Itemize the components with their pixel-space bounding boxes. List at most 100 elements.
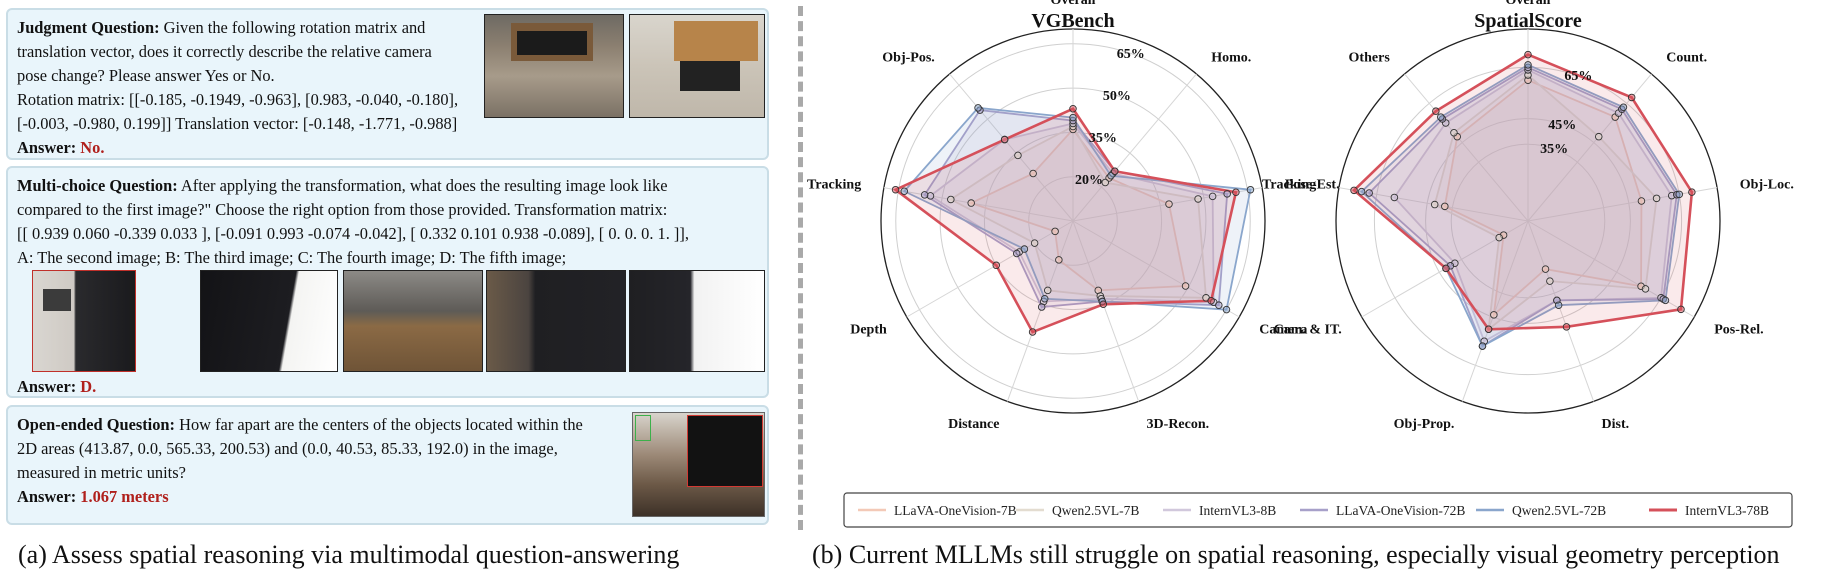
spoke (1461, 220, 1529, 402)
series-llava-onevision-7b (968, 128, 1187, 292)
point-llava-onevision-7b (1441, 202, 1449, 211)
point-llava-onevision-72b (1365, 189, 1373, 197)
judgment-question-text: Judgment Question: Given the following r… (17, 18, 459, 157)
series-qwen2-5vl-7b (1433, 73, 1658, 332)
point-llava-onevision-72b (920, 191, 929, 199)
point-llava-onevision-72b (1524, 63, 1532, 72)
point-llava-onevision-72b (1223, 190, 1231, 198)
axis-label-3d-recon: 3D-Recon. (1147, 417, 1210, 432)
point-qwen2-5vl-72b (1069, 113, 1077, 122)
point-internvl3-8b (1209, 298, 1218, 306)
point-internvl3-8b (1015, 248, 1024, 256)
chart-title: SpatialScore (1474, 10, 1582, 32)
point-internvl3-8b (1208, 192, 1217, 201)
point-internvl3-78b (1442, 264, 1450, 273)
judgment-question-panel: Judgment Question: Given the following r… (6, 8, 769, 160)
openended-label: Open-ended Question: (17, 415, 176, 434)
axis-label-obj-pos: Obj-Pos. (882, 50, 935, 65)
axis-label-cam-it: Cam. & IT. (1274, 323, 1342, 338)
point-llava-onevision-7b (1029, 169, 1037, 178)
grid-ring (1028, 176, 1118, 266)
point-qwen2-5vl-7b (1484, 325, 1493, 334)
point-qwen2-5vl-72b (1222, 305, 1231, 314)
spoke (1006, 220, 1074, 402)
point-internvl3-8b (1000, 135, 1009, 144)
option-image-b (343, 270, 483, 372)
point-llava-onevision-7b (1499, 231, 1508, 239)
point-qwen2-5vl-7b (1495, 233, 1503, 242)
point-llava-onevision-7b (1637, 282, 1645, 291)
openended-question-panel: Open-ended Question: How far apart are t… (6, 405, 769, 525)
radial-tick-label: 45% (1548, 118, 1576, 133)
point-internvl3-78b (1000, 135, 1009, 144)
grid-ring (939, 87, 1207, 355)
axis-label-tracking: Tracking (807, 178, 861, 193)
legend: LLaVA-OneVision-7B Qwen2.5VL-7B InternVL3-… (843, 492, 1793, 528)
panel-divider (798, 6, 803, 530)
spoke (906, 220, 1074, 318)
spatialscore-radar: 35% 45% 65% Overall Count. Obj-Loc. Pos-Rel. Di… (1262, 0, 1794, 432)
option-image-a (200, 270, 338, 372)
point-llava-onevision-7b (1524, 76, 1532, 84)
point-internvl3-78b (1562, 323, 1571, 331)
point-internvl3-8b (1614, 109, 1623, 117)
point-internvl3-78b (1627, 93, 1636, 102)
judgment-answer: No. (80, 138, 105, 157)
grid-ring (1450, 143, 1606, 299)
point-qwen2-5vl-72b (1661, 296, 1670, 305)
point-internvl3-78b (1069, 105, 1077, 113)
grid-ring (983, 131, 1163, 311)
radial-tick-label: 50% (1103, 89, 1131, 104)
point-internvl3-78b (1484, 325, 1493, 334)
point-llava-onevision-7b (1094, 286, 1103, 295)
point-internvl3-8b (1451, 259, 1459, 267)
axis-label-count: Count. (1666, 50, 1707, 65)
point-internvl3-8b (1524, 66, 1532, 74)
axis-label-pose-est: Pose-Est. (1285, 178, 1340, 193)
point-qwen2-5vl-72b (1478, 342, 1487, 350)
point-llava-onevision-7b (1165, 200, 1173, 208)
point-internvl3-78b (1688, 188, 1696, 196)
point-internvl3-78b (1677, 305, 1685, 314)
axis-label-obj-prop: Obj-Prop. (1394, 417, 1455, 432)
point-internvl3-78b (1350, 186, 1358, 195)
radial-tick-label: 35% (1089, 131, 1117, 146)
spoke (1072, 187, 1263, 222)
point-llava-onevision-72b (1037, 303, 1046, 311)
point-internvl3-8b (1109, 169, 1117, 178)
point-qwen2-5vl-7b (1202, 294, 1210, 302)
point-llava-onevision-72b (1672, 191, 1681, 199)
point-llava-onevision-7b (967, 199, 975, 207)
point-internvl3-8b (1039, 297, 1048, 306)
vgbench-radar: 20% 35% 50% 65% Overall Homo. Pose-Est. Camera 3… (807, 0, 1340, 432)
room-image-2 (629, 14, 765, 118)
point-llava-onevision-7b (1181, 282, 1190, 290)
point-llava-onevision-7b (1490, 311, 1498, 319)
spoke (883, 187, 1074, 222)
point-internvl3-8b (1480, 337, 1488, 346)
outer-ring (880, 28, 1266, 414)
point-llava-onevision-72b (1618, 105, 1626, 113)
point-internvl3-8b (1069, 119, 1077, 128)
radial-tick-label: 65% (1564, 69, 1592, 84)
radial-tick-label: 20% (1075, 173, 1103, 188)
series-internvl3-8b (928, 122, 1215, 304)
fireplace-image (632, 412, 765, 517)
point-qwen2-5vl-7b (1546, 277, 1554, 285)
point-llava-onevision-7b (1453, 132, 1461, 141)
spoke (1527, 187, 1718, 222)
point-llava-onevision-7b (1611, 113, 1619, 121)
point-qwen2-5vl-7b (1043, 286, 1052, 295)
point-qwen2-5vl-7b (947, 195, 955, 204)
axis-label-homo: Homo. (1211, 50, 1251, 65)
axis-label-obj-loc: Obj-Loc. (1740, 178, 1794, 193)
point-internvl3-78b (992, 261, 1001, 270)
series-llava-onevision-7b (1443, 79, 1643, 318)
point-qwen2-5vl-72b (900, 187, 909, 196)
spoke (1338, 187, 1529, 222)
point-internvl3-8b (1667, 191, 1676, 200)
fridge-image-original (32, 270, 136, 372)
series-qwen2-5vl-7b (949, 125, 1207, 299)
point-qwen2-5vl-72b (1619, 103, 1628, 112)
point-llava-onevision-72b (1215, 301, 1223, 309)
